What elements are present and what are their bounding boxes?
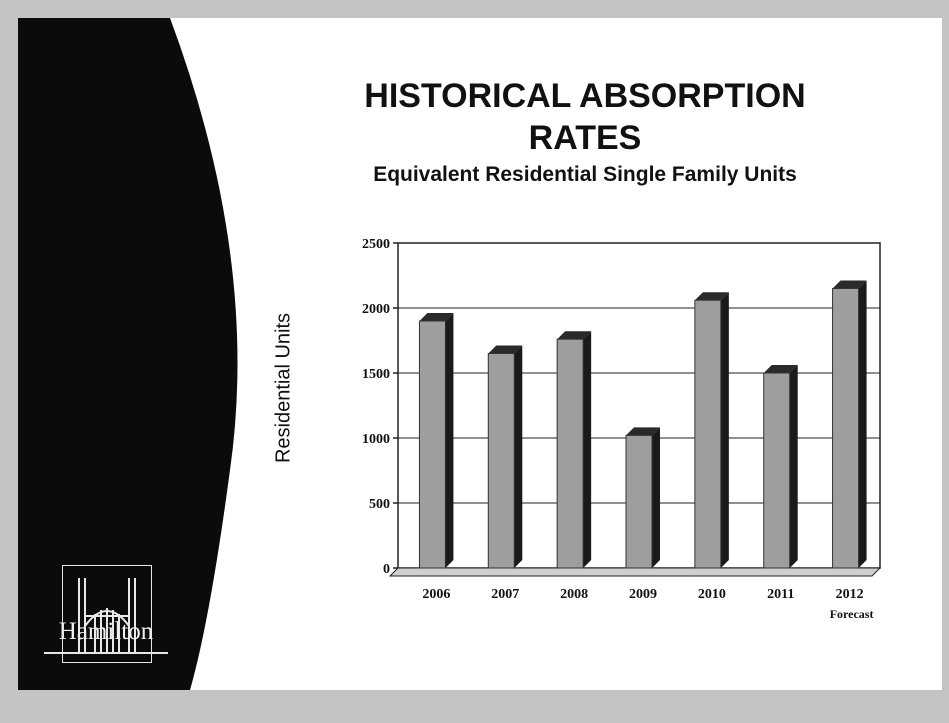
bar <box>487 353 515 569</box>
hamilton-logo-icon <box>62 565 152 663</box>
bar <box>832 288 860 569</box>
bar-top <box>488 345 523 354</box>
bar-side <box>514 345 523 568</box>
title-line-2: RATES <box>528 119 642 157</box>
bar-side <box>583 331 592 568</box>
bar <box>556 338 584 569</box>
bar-top <box>419 313 454 321</box>
logo-text: Hamilton <box>58 618 154 645</box>
bar <box>694 299 722 569</box>
y-tick-label: 1000 <box>362 432 390 447</box>
bar <box>418 320 446 569</box>
x-tick-label: 2009 <box>629 587 657 602</box>
bar-side <box>445 313 454 568</box>
bar-top <box>626 427 660 436</box>
logo-underline <box>44 652 168 654</box>
bar-top <box>832 280 867 289</box>
bar-top <box>694 292 729 301</box>
page-title: HISTORICAL ABSORPTION RATES <box>310 75 860 159</box>
bar-side <box>858 280 867 568</box>
x-tick-label: 2010 <box>698 587 726 602</box>
chart-floor <box>388 567 882 577</box>
bar-side <box>789 365 798 568</box>
x-tick-label: 2007 <box>491 587 519 602</box>
forecast-annotation: Forecast <box>830 607 874 621</box>
bar <box>763 372 791 569</box>
y-tick-label: 500 <box>369 497 390 512</box>
x-tick-label: 2006 <box>422 587 450 602</box>
page-subtitle: Equivalent Residential Single Family Uni… <box>373 163 797 186</box>
title-line-1: HISTORICAL ABSORPTION <box>364 77 806 115</box>
x-tick-label: 2012 <box>836 587 864 602</box>
y-tick-label: 0 <box>383 562 390 577</box>
y-tick-label: 1500 <box>362 367 390 382</box>
y-tick-label: 2500 <box>362 237 390 252</box>
bar-side <box>652 427 660 568</box>
x-tick-label: 2008 <box>560 587 588 602</box>
bar-top <box>557 331 592 340</box>
bar-side <box>720 292 729 568</box>
bar <box>625 434 653 569</box>
bar-top <box>763 365 798 373</box>
y-tick-label: 2000 <box>362 302 390 317</box>
x-tick-label: 2011 <box>767 587 794 602</box>
